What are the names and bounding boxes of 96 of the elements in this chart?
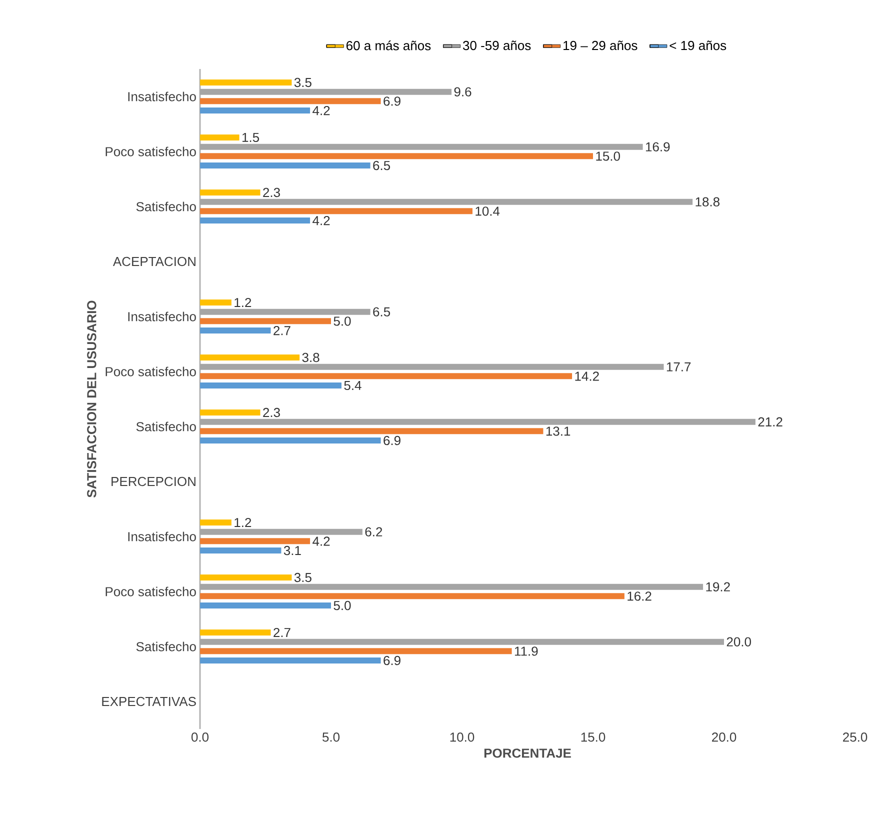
bar xyxy=(200,584,704,590)
bar xyxy=(200,153,594,160)
bar xyxy=(200,364,664,370)
legend-label: 30 -59 años xyxy=(462,40,531,50)
data-label: 16.2 xyxy=(628,592,652,601)
y-tick-label: Poco satisfecho xyxy=(106,586,196,596)
data-label: 4.2 xyxy=(312,216,330,226)
x-tick-label: 20.0 xyxy=(712,732,736,742)
bar xyxy=(200,79,292,86)
bar xyxy=(200,328,271,334)
data-label: 19.2 xyxy=(706,582,730,592)
data-label: 5.0 xyxy=(334,600,351,610)
bar xyxy=(200,208,472,214)
data-label: 6.5 xyxy=(373,160,390,170)
data-label: 11.9 xyxy=(514,646,538,656)
data-label: 2.3 xyxy=(263,188,280,198)
y-tick-label: PERCEPCION xyxy=(112,476,196,486)
data-label: 2.7 xyxy=(274,326,290,336)
legend-label: < 19 años xyxy=(670,40,726,50)
bar xyxy=(200,538,310,544)
y-tick-label: Poco satisfecho xyxy=(106,146,196,156)
bar xyxy=(200,602,332,609)
bar xyxy=(200,418,756,425)
data-label: 6.9 xyxy=(384,656,400,666)
data-label: 9.6 xyxy=(454,87,472,96)
x-tick-label: 10.0 xyxy=(450,732,474,742)
bar xyxy=(200,638,724,645)
data-label: 1.2 xyxy=(234,298,252,308)
data-label: 16.9 xyxy=(646,142,670,152)
bar xyxy=(200,438,381,444)
data-label: 3.1 xyxy=(284,546,301,556)
data-label: 10.4 xyxy=(476,206,500,216)
data-label: 18.8 xyxy=(696,197,720,206)
bar xyxy=(200,658,381,664)
y-tick-label: Satisfecho xyxy=(136,422,196,432)
x-tick-label: 25.0 xyxy=(843,732,868,742)
bar xyxy=(200,318,332,324)
bar xyxy=(200,574,292,580)
legend-label: 19 – 29 años xyxy=(564,40,638,50)
bar xyxy=(200,593,624,600)
y-tick-label: Insatisfecho xyxy=(128,312,196,322)
legend-label: 60 a más años xyxy=(346,40,431,50)
y-tick-label: Satisfecho xyxy=(136,202,196,212)
bar xyxy=(200,409,260,416)
bar xyxy=(200,382,342,389)
data-label: 20.0 xyxy=(726,637,751,646)
y-tick-label: ACEPTACION xyxy=(112,256,196,266)
bar xyxy=(200,134,240,140)
data-label: 5.0 xyxy=(334,316,351,326)
data-label: 2.7 xyxy=(274,628,290,638)
data-label: 14.2 xyxy=(575,372,599,381)
data-label: 6.5 xyxy=(373,307,390,316)
x-axis-title: PORCENTAJE xyxy=(484,748,571,758)
bar xyxy=(200,648,512,654)
data-label: 1.2 xyxy=(234,518,252,528)
y-tick-label: Insatisfecho xyxy=(128,532,196,542)
x-tick-label: 5.0 xyxy=(322,732,340,742)
data-label: 6.9 xyxy=(384,96,400,106)
data-label: 1.5 xyxy=(242,132,260,142)
bar xyxy=(200,519,232,526)
data-label: 3.5 xyxy=(294,78,312,88)
bar xyxy=(200,299,232,306)
x-tick-label: 15.0 xyxy=(581,732,606,742)
bar xyxy=(200,162,370,169)
y-tick-label: Insatisfecho xyxy=(128,92,196,102)
data-label: 3.8 xyxy=(302,352,320,362)
data-label: 17.7 xyxy=(666,362,691,372)
y-axis-title: SATISFACCION DEL USUSARIO xyxy=(87,300,96,498)
bar xyxy=(200,629,271,636)
y-tick-label: EXPECTATIVAS xyxy=(102,696,196,706)
bar xyxy=(200,373,572,380)
data-label: 13.1 xyxy=(546,426,570,436)
bar xyxy=(200,308,370,315)
data-label: 5.4 xyxy=(344,381,362,390)
data-label: 6.9 xyxy=(384,436,400,446)
bar xyxy=(200,108,310,114)
bar xyxy=(200,218,310,224)
data-label: 6.2 xyxy=(365,527,382,536)
bar xyxy=(200,548,282,554)
bar xyxy=(200,98,381,104)
data-label: 21.2 xyxy=(758,417,782,426)
bar xyxy=(200,528,362,535)
x-tick-label: 0.0 xyxy=(191,732,209,742)
data-label: 4.2 xyxy=(312,106,330,116)
data-label: 4.2 xyxy=(312,536,330,546)
bar xyxy=(200,189,260,196)
bar xyxy=(200,198,693,205)
bar xyxy=(200,354,300,360)
y-tick-label: Poco satisfecho xyxy=(106,366,196,376)
data-label: 15.0 xyxy=(596,152,620,161)
data-label: 3.5 xyxy=(294,572,312,582)
bar xyxy=(200,144,643,150)
y-tick-label: Satisfecho xyxy=(136,642,196,652)
data-label: 2.3 xyxy=(263,408,280,418)
bar xyxy=(200,428,544,434)
bar xyxy=(200,88,452,95)
